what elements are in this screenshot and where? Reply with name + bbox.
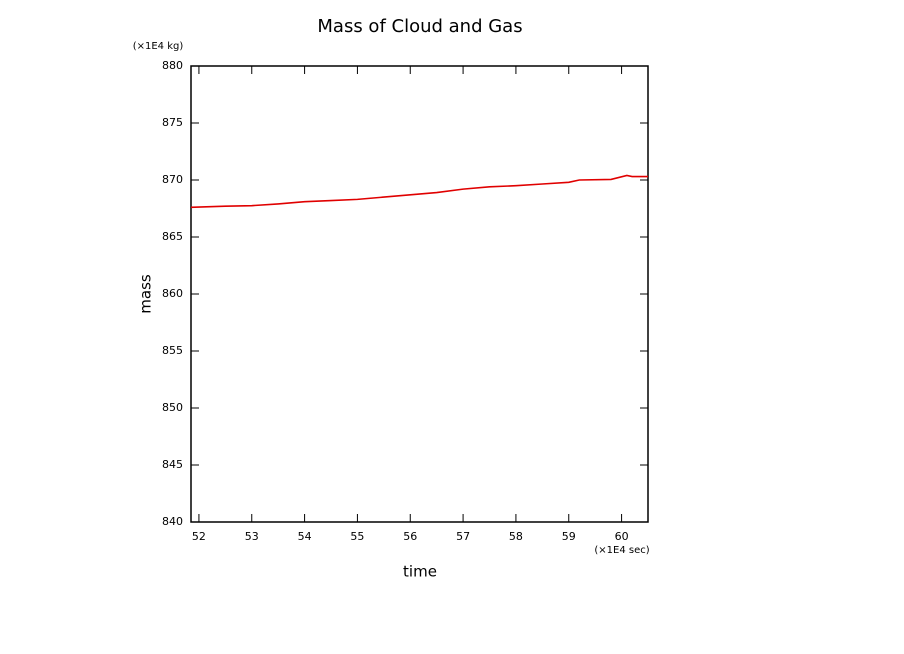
y-tick-label: 875 [162, 116, 183, 129]
y-tick-label: 870 [162, 173, 183, 186]
y-tick-label: 850 [162, 401, 183, 414]
x-tick-label: 55 [350, 530, 364, 543]
y-axis-label: mass [137, 274, 155, 314]
x-tick-label: 52 [192, 530, 206, 543]
plot-frame [190, 65, 649, 523]
y-tick-label: 845 [162, 458, 183, 471]
x-tick-label: 59 [562, 530, 576, 543]
data-line [190, 174, 648, 209]
x-tick-label: 54 [298, 530, 312, 543]
x-unit: (×1E4 sec) [594, 545, 649, 556]
x-tick-label: 57 [456, 530, 470, 543]
x-tick-label: 60 [615, 530, 629, 543]
y-tick-label: 865 [162, 230, 183, 243]
x-tick-label: 56 [403, 530, 417, 543]
y-unit: (×1E4 kg) [133, 41, 184, 52]
y-tick-label: 880 [162, 59, 183, 72]
chart-title: Mass of Cloud and Gas [317, 16, 522, 37]
x-tick-label: 53 [245, 530, 259, 543]
x-axis-label: time [403, 563, 437, 581]
x-tick-label: 58 [509, 530, 523, 543]
y-tick-label: 840 [162, 515, 183, 528]
y-tick-label: 855 [162, 344, 183, 357]
y-tick-label: 860 [162, 287, 183, 300]
